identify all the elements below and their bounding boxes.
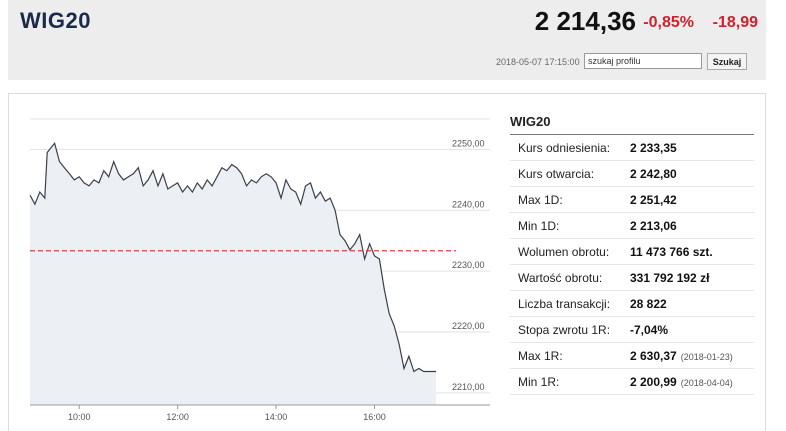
info-value: 11 473 766 szt. <box>630 245 754 259</box>
info-value-text: 2 233,35 <box>630 140 677 155</box>
info-value: 2 630,37 (2018-01-23) <box>630 349 754 363</box>
current-price: 2 214,36 <box>534 6 636 36</box>
info-row: Kurs otwarcia: 2 242,80 <box>510 161 754 187</box>
info-value-text: 2 251,42 <box>630 192 677 207</box>
x-tick-label: 10:00 <box>68 412 91 422</box>
x-tick-label: 12:00 <box>166 412 189 422</box>
info-label: Max 1D: <box>518 192 563 207</box>
info-label: Wolumen obrotu: <box>518 244 610 259</box>
y-tick-label: 2210,00 <box>452 382 485 392</box>
info-value: 28 822 <box>630 297 754 311</box>
info-label: Kurs otwarcia: <box>518 166 595 181</box>
info-value-text: 28 822 <box>630 296 667 311</box>
quote-timestamp: 2018-05-07 17:15:00 <box>496 57 580 67</box>
change-percent: -0,85% <box>643 14 694 31</box>
info-value-text: -7,04% <box>630 322 669 337</box>
intraday-chart: 2210,00 2220,00 2230,00 2240,00 2250,00 10:00… <box>29 118 490 422</box>
info-label: Kurs odniesienia: <box>518 140 611 155</box>
info-value-date: (2018-04-04) <box>680 377 733 388</box>
info-value-text: 11 473 766 szt. <box>630 244 713 259</box>
info-row: Wartość obrotu: 331 792 192 zł <box>510 265 754 291</box>
info-row: Min 1D: 2 213,06 <box>510 213 754 239</box>
info-row: Kurs odniesienia: 2 233,35 <box>510 135 754 161</box>
info-value: 331 792 192 zł <box>630 271 754 285</box>
info-value-text: 2 200,99 <box>630 374 677 389</box>
quote-header: WIG20 2 214,36 -0,85% -18,99 2018-05-07 … <box>8 0 766 80</box>
info-row: Stopa zwrotu 1R: -7,04% <box>510 317 754 343</box>
info-row: Liczba transakcji: 28 822 <box>510 291 754 317</box>
price-line <box>29 142 436 373</box>
y-tick-label: 2240,00 <box>452 199 485 209</box>
info-value-text: 2 630,37 <box>630 348 677 363</box>
info-title: WIG20 <box>510 107 754 135</box>
info-row: Max 1R: 2 630,37 (2018-01-23) <box>510 343 754 369</box>
info-row: Max 1D: 2 251,42 <box>510 187 754 213</box>
info-value: 2 242,80 <box>630 167 754 181</box>
info-value: 2 213,06 <box>630 219 754 233</box>
info-row: Wolumen obrotu: 11 473 766 szt. <box>510 239 754 265</box>
search-input[interactable] <box>584 53 702 69</box>
info-value-date: (2018-01-23) <box>680 351 733 362</box>
info-value: 2 233,35 <box>630 141 754 155</box>
info-value: -7,04% <box>630 323 754 337</box>
info-label: Wartość obrotu: <box>518 270 603 285</box>
info-value-text: 2 242,80 <box>630 166 677 181</box>
info-label: Min 1D: <box>518 218 560 233</box>
info-label: Max 1R: <box>518 348 563 363</box>
info-label: Stopa zwrotu 1R: <box>518 322 611 337</box>
info-label: Liczba transakcji: <box>518 296 611 311</box>
change-absolute: -18,99 <box>712 14 758 31</box>
y-tick-label: 2230,00 <box>452 260 485 270</box>
x-tick-label: 16:00 <box>363 412 386 422</box>
quote-info-table: WIG20 Kurs odniesienia: 2 233,35 Kurs otwa… <box>510 107 754 395</box>
info-value: 2 200,99 (2018-04-04) <box>630 375 754 389</box>
search-button[interactable]: Szukaj <box>707 53 747 70</box>
ticker-title: WIG20 <box>20 8 91 33</box>
info-value-text: 2 213,06 <box>630 218 677 233</box>
price-area-fill <box>30 143 436 406</box>
info-row: Min 1R: 2 200,99 (2018-04-04) <box>510 369 754 395</box>
info-value-text: 331 792 192 zł <box>630 270 710 285</box>
info-value: 2 251,42 <box>630 193 754 207</box>
info-label: Min 1R: <box>518 374 560 389</box>
x-tick-label: 14:00 <box>265 412 288 422</box>
y-tick-label: 2220,00 <box>452 321 485 331</box>
y-tick-label: 2250,00 <box>452 138 485 148</box>
